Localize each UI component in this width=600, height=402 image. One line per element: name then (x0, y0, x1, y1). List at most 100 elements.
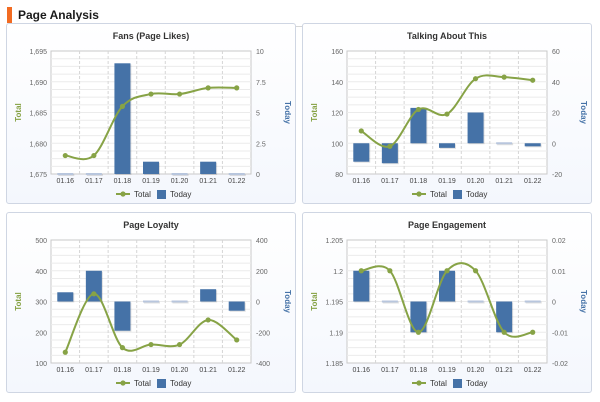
point-total (176, 341, 183, 348)
y-left-tick-label: 1.205 (325, 238, 343, 245)
bar-today (143, 300, 159, 303)
x-tick-label: 01.17 (85, 178, 103, 185)
point-total (148, 91, 154, 97)
bar-today (57, 173, 74, 175)
y-left-tick-label: 100 (35, 361, 47, 368)
point-total (91, 152, 97, 159)
y-right-tick-label: 2.5 (256, 141, 266, 148)
y-left-tick-label: 140 (331, 80, 343, 87)
chart-title: Talking About This (407, 31, 487, 41)
page-header: Page Analysis (7, 6, 99, 24)
x-tick-label: 01.19 (438, 178, 456, 185)
legend-today-label: Today (466, 379, 487, 388)
y-left-tick-label: 1,675 (29, 172, 47, 179)
x-tick-label: 01.16 (57, 178, 75, 185)
x-tick-label: 01.17 (85, 367, 103, 374)
x-tick-label: 01.17 (381, 178, 399, 185)
y-right-axis-title: Today (579, 290, 588, 314)
y-right-tick-label: 40 (552, 80, 560, 87)
x-tick-label: 01.21 (199, 367, 217, 374)
x-tick-label: 01.18 (114, 367, 132, 374)
x-tick-label: 01.16 (353, 367, 371, 374)
y-right-tick-label: 0.02 (552, 238, 566, 245)
legend-today-label: Today (170, 190, 191, 199)
bar-today (200, 161, 217, 174)
y-left-tick-label: 1.195 (325, 300, 343, 307)
x-tick-label: 01.19 (142, 367, 160, 374)
x-tick-label: 01.22 (228, 367, 246, 374)
y-left-tick-label: 1.2 (333, 269, 343, 276)
y-left-axis-title: Total (14, 292, 23, 311)
y-right-tick-label: 0 (256, 300, 260, 307)
y-right-axis-title: Today (579, 101, 588, 125)
chart-panel-talking-about: Talking About This 80 100 120 140 160 -20 0 20 40… (302, 23, 592, 204)
y-right-tick-label: -20 (552, 172, 562, 179)
x-tick-label: 01.18 (410, 367, 428, 374)
legend-today-label: Today (170, 379, 191, 388)
legend-today-swatch-icon (157, 379, 166, 388)
bar-today (439, 270, 455, 302)
y-left-tick-label: 1,685 (29, 111, 47, 118)
point-total (415, 106, 422, 113)
point-total (234, 337, 240, 343)
point-total (358, 128, 364, 134)
legend-total-marker-icon (120, 191, 126, 197)
x-tick-label: 01.20 (467, 367, 485, 374)
bar-today (171, 300, 188, 303)
y-left-tick-label: 1,690 (29, 80, 47, 87)
y-right-tick-label: -400 (256, 361, 270, 368)
y-left-tick-label: 1.185 (325, 361, 343, 368)
y-right-tick-label: 7.5 (256, 80, 266, 87)
chart-panel-page-loyalty: Page Loyalty 100 200 300 400 500 -400 -200 0 200 4… (6, 212, 296, 393)
point-total (91, 291, 97, 297)
bar-today (353, 270, 370, 302)
y-left-tick-label: 1.19 (329, 330, 343, 337)
bar-today (228, 301, 245, 311)
point-total (205, 317, 211, 323)
bar-today (114, 301, 131, 331)
page-engagement-chart: Page Engagement 1.185 1.19 1.195 1.2 1.205 -0.… (310, 220, 588, 388)
y-right-tick-label: 200 (256, 269, 268, 276)
y-right-tick-label: 20 (552, 111, 560, 118)
y-left-tick-label: 400 (35, 269, 47, 276)
point-total (358, 268, 364, 274)
x-tick-label: 01.22 (228, 178, 246, 185)
point-total (415, 329, 422, 335)
x-tick-label: 01.21 (199, 178, 217, 185)
legend-total-label: Total (430, 379, 447, 388)
point-total (472, 268, 479, 274)
talking-about-chart: Talking About This 80 100 120 140 160 -20 0 20 40… (310, 31, 588, 199)
y-left-tick-label: 160 (331, 49, 343, 56)
legend-total-marker-icon (120, 380, 126, 386)
bar-today (496, 301, 513, 333)
header-divider (6, 26, 592, 27)
point-total (387, 143, 393, 149)
y-right-tick-label: -200 (256, 330, 270, 337)
bar-today (410, 301, 427, 333)
y-right-axis-title: Today (283, 101, 292, 125)
y-left-axis-title: Total (310, 292, 319, 311)
point-total (501, 74, 507, 80)
legend-today-swatch-icon (453, 190, 462, 199)
x-tick-label: 01.19 (438, 367, 456, 374)
fans-chart: Fans (Page Likes) 1,675 1,680 1,685 1,690 1,6… (14, 31, 292, 199)
point-total (472, 76, 479, 82)
chart-panel-fans: Fans (Page Likes) 1,675 1,680 1,685 1,690 1,6… (6, 23, 296, 204)
point-total (62, 349, 68, 355)
y-left-axis-title: Total (310, 103, 319, 122)
point-total (234, 85, 240, 91)
bar-today (228, 173, 245, 175)
x-tick-label: 01.18 (410, 178, 428, 185)
y-left-tick-label: 300 (35, 300, 47, 307)
legend-total-label: Total (134, 379, 151, 388)
x-tick-label: 01.22 (524, 178, 542, 185)
y-left-tick-label: 100 (331, 141, 343, 148)
bar-today (171, 173, 188, 175)
chart-title: Page Engagement (408, 220, 486, 230)
bar-today (524, 300, 541, 303)
y-left-tick-label: 120 (331, 111, 343, 118)
y-right-tick-label: 10 (256, 49, 264, 56)
y-right-tick-label: 0 (552, 300, 556, 307)
y-left-tick-label: 1,695 (29, 49, 47, 56)
x-tick-label: 01.16 (57, 367, 75, 374)
